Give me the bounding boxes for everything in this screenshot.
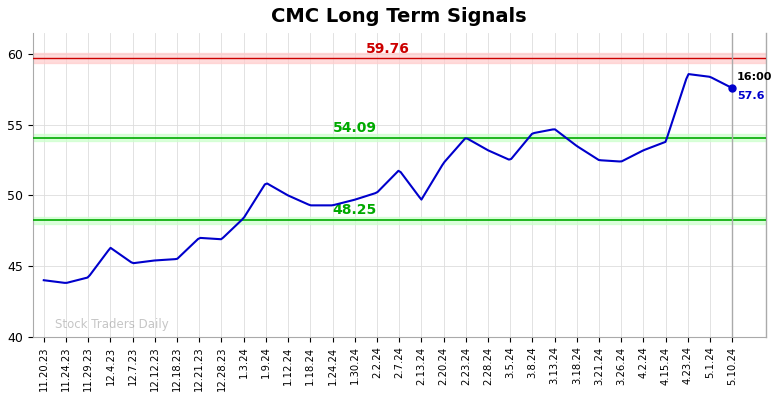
Bar: [33, 134, 766, 141]
Title: CMC Long Term Signals: CMC Long Term Signals: [271, 7, 527, 26]
Text: 59.76: 59.76: [366, 41, 410, 55]
Text: 48.25: 48.25: [332, 203, 377, 217]
Text: 54.09: 54.09: [332, 121, 377, 135]
Bar: [33, 217, 766, 224]
Text: 57.6: 57.6: [737, 91, 764, 101]
Text: Stock Traders Daily: Stock Traders Daily: [55, 318, 169, 331]
Text: 16:00: 16:00: [737, 72, 772, 82]
Bar: [33, 53, 766, 62]
